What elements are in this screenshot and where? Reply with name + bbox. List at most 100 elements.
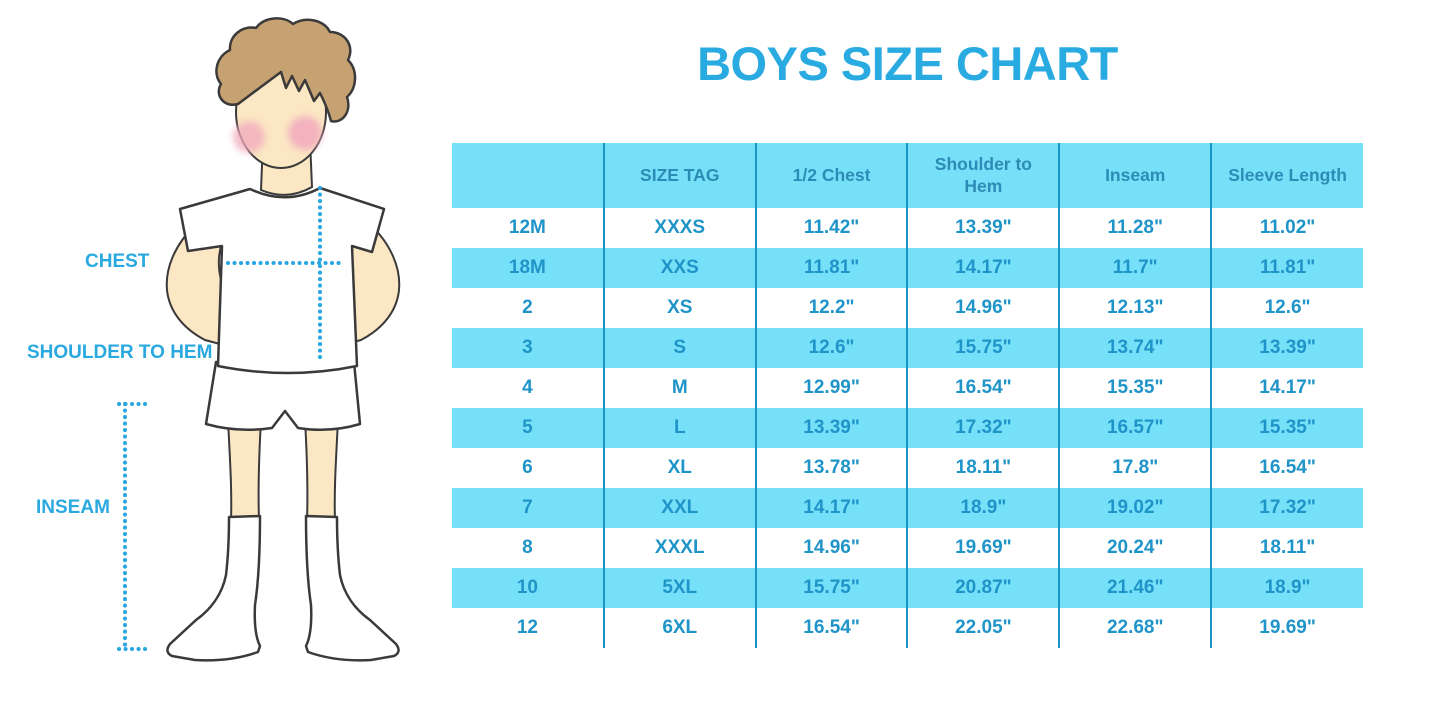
measurement-cell: 17.8" [1058,448,1212,488]
size-chart-table: SIZE TAG 1/2 Chest Shoulder to Hem Inseam Sl… [452,143,1363,648]
measurement-cell: 22.05" [906,608,1060,648]
chest-label: CHEST [85,251,150,272]
measurement-cell: XXL [602,488,756,528]
table-body: 12M XXXS 11.42" 13.39" 11.28" 11.02" 18M XXS 11.… [452,208,1363,648]
table-row: 4 M 12.99" 16.54" 15.35" 14.17" [452,368,1363,408]
measurement-cell: M [602,368,756,408]
table-row: 2 XS 12.2" 14.96" 12.13" 12.6" [452,288,1363,328]
boy-measurement-illustration [117,17,401,662]
right-cheek [288,116,322,150]
measurement-cell: XXXL [602,528,756,568]
measurement-cell: XXXS [602,208,756,248]
size-label-cell: 12 [452,608,604,648]
measurement-cell: 19.69" [906,528,1060,568]
measurement-cell: 12.6" [1210,288,1363,328]
measurement-cell: 21.46" [1058,568,1212,608]
left-cheek [233,121,265,153]
column-header: SIZE TAG [602,143,756,208]
tshirt [178,186,386,375]
measurement-cell: 18.11" [906,448,1060,488]
measurement-cell: S [602,328,756,368]
left-leg [226,419,263,521]
measurement-cell: 17.32" [906,408,1060,448]
column-header: Inseam [1058,143,1212,208]
measurement-cell: 15.75" [754,568,908,608]
measurement-cell: 11.81" [754,248,908,288]
measurement-cell: 6XL [602,608,756,648]
header-row: SIZE TAG 1/2 Chest Shoulder to Hem Inseam Sl… [452,143,1363,208]
size-label-cell: 5 [452,408,604,448]
measurement-cell: 13.78" [754,448,908,488]
right-leg [303,419,340,521]
table-row: 12M XXXS 11.42" 13.39" 11.28" 11.02" [452,208,1363,248]
measurement-cell: 16.54" [906,368,1060,408]
measurement-cell: 20.24" [1058,528,1212,568]
size-label-cell: 18M [452,248,604,288]
measurement-cell: 14.96" [754,528,908,568]
measurement-cell: 5XL [602,568,756,608]
measurement-cell: XS [602,288,756,328]
size-label-cell: 7 [452,488,604,528]
shoulder-to-hem-label: SHOULDER TO HEM [27,342,213,363]
measurement-cell: L [602,408,756,448]
measurement-cell: 19.02" [1058,488,1212,528]
measurement-cell: 15.35" [1210,408,1363,448]
measurement-cell: 18.9" [1210,568,1363,608]
measurement-cell: 19.69" [1210,608,1363,648]
table-row: 3 S 12.6" 15.75" 13.74" 13.39" [452,328,1363,368]
measurement-cell: 11.7" [1058,248,1212,288]
measurement-cell: 11.42" [754,208,908,248]
measurement-cell: 13.74" [1058,328,1212,368]
size-label-cell: 8 [452,528,604,568]
measurement-cell: 18.11" [1210,528,1363,568]
measurement-cell: 18.9" [906,488,1060,528]
measurement-cell: XL [602,448,756,488]
table-row: 12 6XL 16.54" 22.05" 22.68" 19.69" [452,608,1363,648]
measurement-cell: 11.81" [1210,248,1363,288]
measurement-cell: 20.87" [906,568,1060,608]
size-chart: SIZE TAG 1/2 Chest Shoulder to Hem Inseam Sl… [452,143,1363,648]
table-row: 8 XXXL 14.96" 19.69" 20.24" 18.11" [452,528,1363,568]
size-label-cell: 4 [452,368,604,408]
table-row: 5 L 13.39" 17.32" 16.57" 15.35" [452,408,1363,448]
measurement-cell: 11.02" [1210,208,1363,248]
measurement-cell: 14.96" [906,288,1060,328]
column-header: Shoulder to Hem [906,143,1060,208]
measurement-cell: 12.99" [754,368,908,408]
inseam-label: INSEAM [36,497,110,518]
table-row: 6 XL 13.78" 18.11" 17.8" 16.54" [452,448,1363,488]
measurement-cell: XXS [602,248,756,288]
measurement-cell: 12.6" [754,328,908,368]
hair [215,17,357,123]
size-label-cell: 3 [452,328,604,368]
right-sock [304,514,400,662]
table-row: 7 XXL 14.17" 18.9" 19.02" 17.32" [452,488,1363,528]
size-label-cell: 6 [452,448,604,488]
measurement-cell: 13.39" [1210,328,1363,368]
size-label-cell: 12M [452,208,604,248]
table-row: 18M XXS 11.81" 14.17" 11.7" 11.81" [452,248,1363,288]
measurement-cell: 22.68" [1058,608,1212,648]
measurement-cell: 16.57" [1058,408,1212,448]
measurement-cell: 15.75" [906,328,1060,368]
measurement-cell: 14.17" [754,488,908,528]
size-label-cell: 10 [452,568,604,608]
measurement-cell: 14.17" [906,248,1060,288]
table-row: 10 5XL 15.75" 20.87" 21.46" 18.9" [452,568,1363,608]
measurement-cell: 16.54" [1210,448,1363,488]
size-label-cell: 2 [452,288,604,328]
measurement-cell: 14.17" [1210,368,1363,408]
measurement-cell: 16.54" [754,608,908,648]
measurement-cell: 12.2" [754,288,908,328]
column-header: Sleeve Length [1210,143,1363,208]
measurement-cell: 11.28" [1058,208,1212,248]
page-title: BOYS SIZE CHART [697,37,1118,90]
column-header: 1/2 Chest [754,143,908,208]
measurement-cell: 13.39" [754,408,908,448]
column-header [452,143,604,208]
measurement-cell: 17.32" [1210,488,1363,528]
table-header: SIZE TAG 1/2 Chest Shoulder to Hem Inseam Sl… [452,143,1363,208]
measurement-cell: 13.39" [906,208,1060,248]
left-sock [166,514,262,662]
